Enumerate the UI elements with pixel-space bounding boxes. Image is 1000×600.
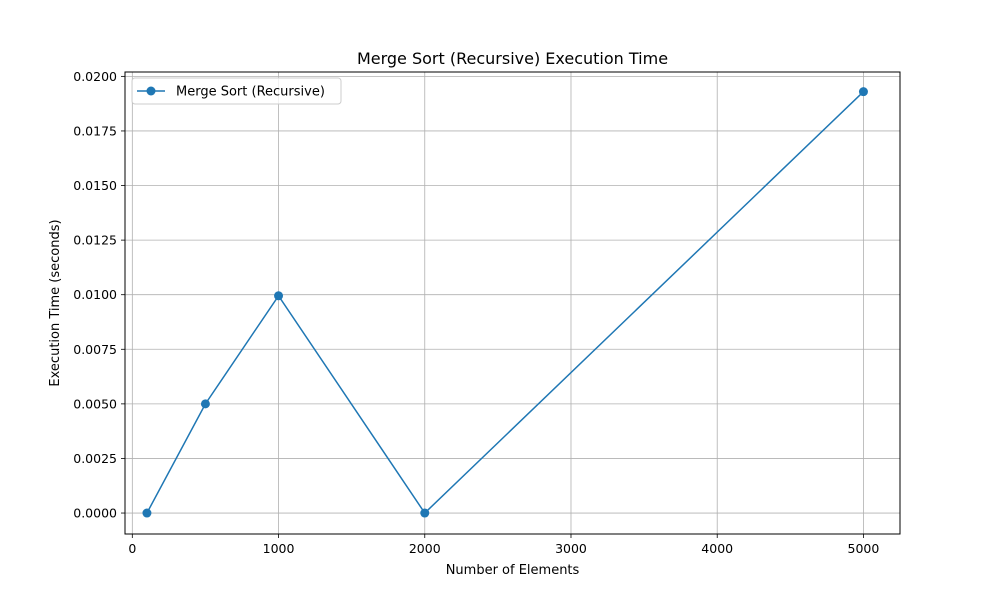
chart-title: Merge Sort (Recursive) Execution Time (357, 49, 668, 68)
y-axis-label: Execution Time (seconds) (48, 219, 63, 386)
y-tick-label: 0.0125 (73, 233, 117, 248)
plot-frame (124, 71, 901, 535)
y-tick-label: 0.0075 (73, 342, 117, 357)
data-point (142, 508, 152, 518)
series-layer (142, 87, 868, 518)
legend-box (131, 77, 342, 105)
legend-marker (146, 86, 156, 96)
y-axis-ticks: 0.0000 0.0025 0.0050 0.0075 0.0100 0.0125 0.01… (73, 69, 125, 521)
y-tick-label: 0.0175 (73, 123, 117, 138)
x-axis-ticks: 0 1000 2000 3000 4000 5000 (128, 534, 879, 556)
data-point (274, 291, 284, 301)
x-axis-label: Number of Elements (446, 563, 580, 578)
data-point (420, 508, 430, 518)
y-tick-label: 0.0050 (73, 396, 117, 411)
data-point (200, 399, 210, 409)
legend-label: Merge Sort (Recursive) (176, 85, 325, 100)
x-tick-label: 1000 (263, 541, 295, 556)
x-tick-label: 4000 (701, 541, 733, 556)
x-tick-label: 2000 (409, 541, 441, 556)
x-tick-label: 3000 (555, 541, 587, 556)
x-tick-label: 0 (128, 541, 136, 556)
y-tick-label: 0.0200 (73, 69, 117, 84)
grid-lines (125, 72, 900, 534)
y-tick-label: 0.0150 (73, 178, 117, 193)
y-tick-label: 0.0100 (73, 287, 117, 302)
y-tick-label: 0.0000 (73, 506, 117, 521)
series-line (146, 91, 864, 515)
data-point (858, 87, 868, 97)
x-tick-label: 5000 (848, 541, 880, 556)
y-tick-label: 0.0025 (73, 451, 117, 466)
legend: Merge Sort (Recursive) (131, 77, 342, 105)
